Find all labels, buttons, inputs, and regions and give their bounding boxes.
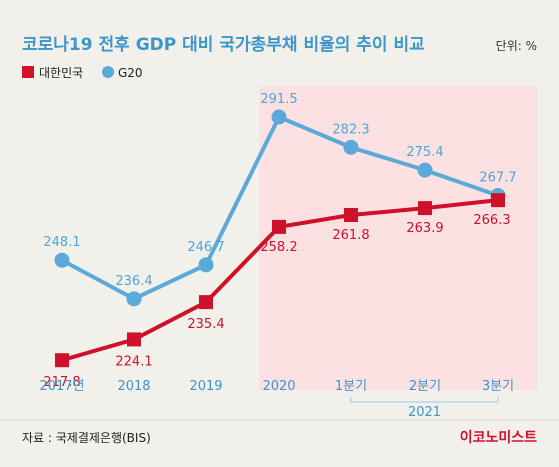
chart-title: 코로나19 전후 GDP 대비 국가총부채 비율의 추이 비교 [22, 34, 425, 55]
data-label-g20: 267.7 [479, 171, 516, 186]
publisher-logo: 이코노미스트 [460, 429, 537, 446]
marker-korea [491, 193, 505, 208]
series-markers [54, 109, 506, 368]
x-tick-label: 2018 [117, 379, 150, 394]
highlight-region [259, 86, 538, 390]
x-tick-label: 2017년 [39, 379, 84, 394]
data-label-korea: 224.1 [115, 354, 152, 369]
data-label-korea: 263.9 [406, 221, 443, 236]
legend-marker-g20 [102, 66, 114, 78]
marker-korea [418, 201, 432, 216]
x-tick-label: 3분기 [482, 379, 514, 394]
x-axis: 2017년 2018 2019 2020 1분기 2분기 3분기 [39, 379, 514, 394]
data-labels: 248.1 236.4 246.7 291.5 282.3 275.4 267.7 217.8… [43, 92, 516, 390]
marker-g20 [417, 162, 433, 178]
x-tick-label: 2019 [189, 379, 222, 394]
marker-korea [272, 219, 286, 234]
data-label-korea: 261.8 [332, 228, 369, 243]
data-label-g20: 275.4 [406, 145, 443, 160]
marker-g20 [126, 291, 142, 307]
data-label-korea: 266.3 [473, 213, 510, 228]
marker-g20 [271, 109, 287, 125]
category-group-label: 2021 [408, 405, 441, 420]
data-label-g20: 236.4 [115, 274, 152, 289]
x-tick-label: 2020 [262, 379, 295, 394]
source-note: 자료 : 국제결제은행(BIS) [22, 430, 151, 445]
marker-korea [199, 295, 213, 310]
marker-korea [127, 332, 141, 347]
marker-korea [344, 208, 358, 223]
data-label-korea: 258.2 [260, 240, 297, 255]
x-tick-label: 2분기 [409, 379, 441, 394]
legend-marker-korea [22, 66, 34, 78]
marker-g20 [343, 139, 359, 155]
data-label-g20: 248.1 [43, 235, 80, 250]
category-group-bracket [350, 397, 499, 403]
legend: 대한민국 G20 [22, 66, 143, 80]
unit-label: 단위: % [496, 39, 537, 53]
x-tick-label: 1분기 [335, 379, 367, 394]
marker-g20 [54, 252, 70, 268]
marker-korea [55, 353, 69, 368]
marker-g20 [198, 257, 214, 273]
data-label-korea: 235.4 [187, 317, 224, 332]
data-label-g20: 246.7 [187, 240, 224, 255]
data-label-korea: 217.8 [43, 375, 80, 390]
legend-label-g20: G20 [118, 66, 143, 80]
data-label-g20: 291.5 [260, 92, 297, 107]
legend-label-korea: 대한민국 [39, 66, 83, 80]
data-label-g20: 282.3 [332, 122, 369, 137]
